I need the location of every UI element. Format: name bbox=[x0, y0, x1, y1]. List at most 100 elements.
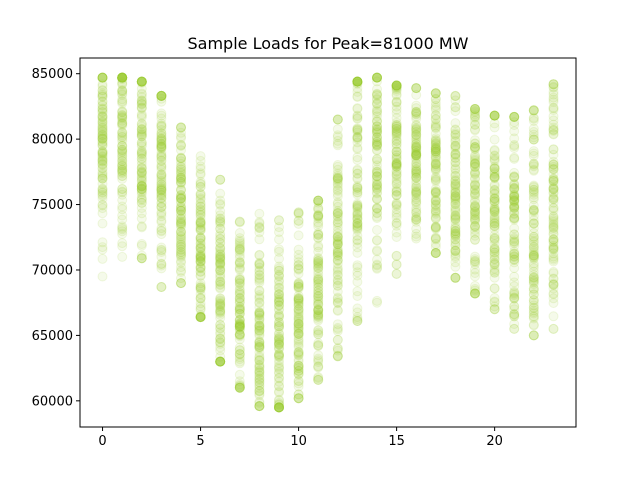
data-point bbox=[274, 282, 284, 293]
data-point bbox=[430, 194, 441, 205]
data-point bbox=[293, 314, 304, 325]
data-point bbox=[352, 76, 363, 87]
data-point bbox=[97, 72, 108, 83]
data-point bbox=[313, 213, 324, 224]
data-point bbox=[136, 184, 147, 195]
data-point bbox=[136, 137, 147, 148]
data-point bbox=[470, 169, 480, 180]
data-point bbox=[274, 227, 284, 238]
data-point bbox=[274, 333, 284, 343]
data-point bbox=[293, 328, 304, 339]
data-point bbox=[136, 76, 147, 87]
data-point bbox=[313, 329, 324, 340]
data-point bbox=[136, 150, 147, 161]
data-point bbox=[117, 184, 128, 195]
data-point bbox=[195, 293, 206, 304]
data-point bbox=[234, 356, 245, 367]
data-point bbox=[313, 209, 324, 220]
data-point bbox=[528, 330, 539, 341]
data-point bbox=[176, 257, 186, 268]
data-point bbox=[195, 250, 206, 260]
data-point bbox=[176, 176, 186, 187]
data-point bbox=[97, 148, 108, 159]
data-point bbox=[509, 271, 520, 282]
data-point bbox=[136, 195, 147, 206]
data-point bbox=[136, 187, 147, 198]
data-point bbox=[274, 289, 284, 300]
data-point bbox=[489, 232, 500, 243]
data-point bbox=[352, 214, 363, 225]
data-point bbox=[215, 334, 226, 344]
data-point bbox=[254, 371, 265, 381]
data-point bbox=[234, 289, 245, 300]
data-point bbox=[293, 326, 304, 337]
data-point bbox=[97, 155, 108, 166]
data-point bbox=[156, 93, 167, 104]
data-point bbox=[254, 343, 265, 354]
data-point bbox=[254, 277, 265, 288]
data-point bbox=[97, 133, 108, 144]
data-point bbox=[352, 187, 363, 198]
data-point bbox=[352, 214, 363, 225]
data-point bbox=[352, 202, 363, 213]
data-point bbox=[313, 311, 324, 322]
data-point bbox=[293, 375, 304, 386]
data-point bbox=[176, 236, 186, 247]
data-point bbox=[176, 153, 186, 164]
data-point bbox=[332, 205, 343, 216]
data-point bbox=[136, 184, 147, 195]
data-point bbox=[470, 225, 480, 236]
data-point bbox=[234, 256, 245, 267]
data-point bbox=[509, 111, 520, 122]
data-point bbox=[391, 127, 402, 138]
data-point bbox=[548, 251, 559, 262]
data-point bbox=[117, 112, 128, 123]
data-point bbox=[274, 402, 284, 413]
data-point bbox=[254, 274, 265, 285]
data-point bbox=[293, 296, 304, 307]
data-point bbox=[234, 315, 245, 326]
data-point bbox=[97, 96, 108, 107]
data-point bbox=[97, 126, 108, 137]
data-point bbox=[274, 294, 284, 305]
data-point bbox=[156, 245, 167, 256]
data-point bbox=[293, 360, 304, 371]
data-point bbox=[195, 256, 206, 267]
data-point bbox=[411, 83, 422, 94]
data-point bbox=[97, 237, 108, 248]
data-point bbox=[234, 281, 245, 292]
data-point bbox=[313, 228, 324, 239]
data-point bbox=[274, 328, 284, 339]
data-point bbox=[234, 324, 245, 335]
data-point bbox=[352, 303, 363, 314]
data-point bbox=[195, 216, 206, 227]
data-point bbox=[391, 159, 402, 170]
data-point bbox=[352, 213, 363, 224]
data-point bbox=[293, 281, 304, 292]
data-point bbox=[293, 365, 304, 376]
data-point bbox=[450, 251, 461, 261]
data-point bbox=[215, 206, 226, 217]
data-point bbox=[176, 222, 186, 233]
data-point bbox=[156, 130, 167, 141]
data-point bbox=[215, 329, 226, 340]
data-point bbox=[332, 208, 343, 219]
data-point bbox=[430, 223, 441, 234]
data-point bbox=[274, 215, 284, 226]
data-point bbox=[97, 253, 108, 264]
data-point bbox=[254, 386, 265, 397]
data-point bbox=[215, 356, 226, 367]
data-point bbox=[176, 140, 186, 151]
data-point bbox=[176, 278, 186, 289]
data-point bbox=[176, 209, 186, 220]
data-point bbox=[215, 313, 226, 324]
data-point bbox=[352, 164, 363, 175]
data-point bbox=[97, 124, 108, 135]
data-point bbox=[215, 333, 226, 344]
data-point bbox=[215, 323, 226, 334]
data-point bbox=[234, 265, 245, 275]
data-point bbox=[332, 270, 343, 281]
data-point bbox=[372, 140, 382, 151]
data-point bbox=[313, 325, 324, 336]
data-point bbox=[528, 279, 539, 290]
